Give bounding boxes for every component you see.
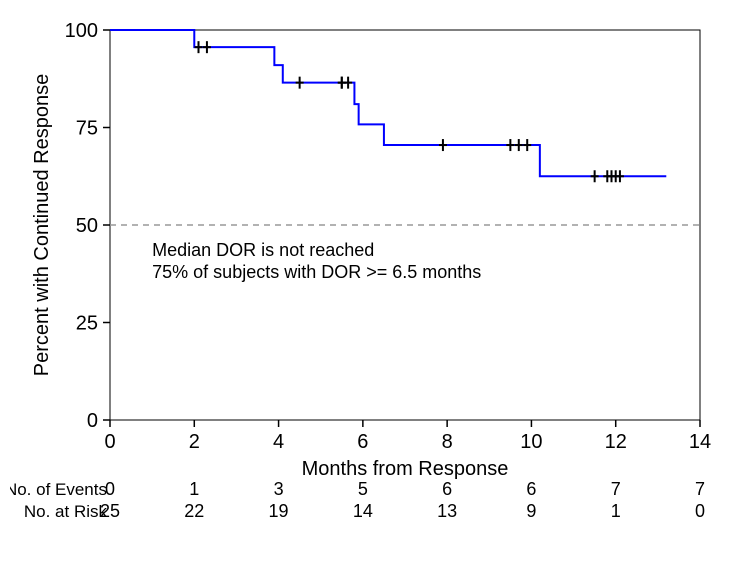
risk-table-value: 13: [437, 501, 457, 521]
y-tick-label: 0: [87, 410, 98, 432]
risk-table-value: 5: [358, 479, 368, 499]
x-axis-label: Months from Response: [302, 458, 509, 480]
risk-table-value: 25: [100, 501, 120, 521]
risk-table-value: 6: [442, 479, 452, 499]
risk-table-value: 1: [189, 479, 199, 499]
annotation-text: Median DOR is not reached: [152, 240, 374, 260]
risk-table-value: 22: [184, 501, 204, 521]
y-tick-label: 100: [65, 20, 98, 42]
risk-table-value: 14: [353, 501, 373, 521]
km-chart: 025507510002468101214Months from Respons…: [10, 10, 743, 557]
risk-table-value: 9: [526, 501, 536, 521]
x-tick-label: 2: [189, 431, 200, 453]
risk-table-value: 0: [695, 501, 705, 521]
x-tick-label: 8: [442, 431, 453, 453]
risk-table-value: 3: [274, 479, 284, 499]
risk-table-row-label: No. of Events: [10, 480, 107, 499]
risk-table-value: 6: [526, 479, 536, 499]
x-tick-label: 12: [605, 431, 627, 453]
x-tick-label: 0: [104, 431, 115, 453]
y-axis-label: Percent with Continued Response: [31, 74, 53, 376]
risk-table-value: 7: [695, 479, 705, 499]
x-tick-label: 4: [273, 431, 284, 453]
risk-table-value: 19: [269, 501, 289, 521]
x-tick-label: 10: [520, 431, 542, 453]
y-tick-label: 75: [76, 118, 98, 140]
chart-svg: 025507510002468101214Months from Respons…: [10, 10, 743, 557]
risk-table-value: 7: [611, 479, 621, 499]
y-tick-label: 50: [76, 215, 98, 237]
risk-table-value: 1: [611, 501, 621, 521]
x-tick-label: 6: [357, 431, 368, 453]
y-tick-label: 25: [76, 313, 98, 335]
annotation-text: 75% of subjects with DOR >= 6.5 months: [152, 262, 481, 282]
risk-table-value: 0: [105, 479, 115, 499]
risk-table-row-label: No. at Risk: [24, 502, 108, 521]
x-tick-label: 14: [689, 431, 711, 453]
